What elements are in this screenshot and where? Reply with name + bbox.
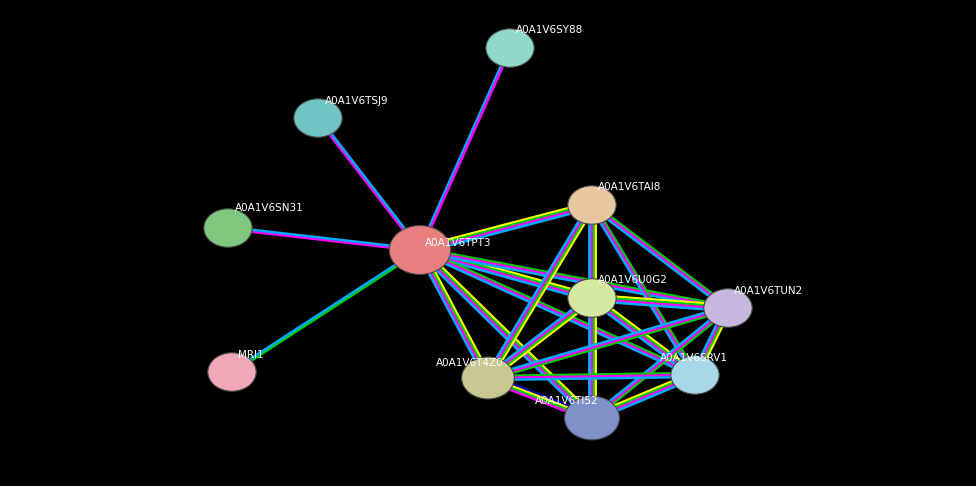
Text: A0A1V6TI52: A0A1V6TI52 (535, 396, 598, 406)
Text: A0A1V6TAI8: A0A1V6TAI8 (598, 182, 662, 192)
Ellipse shape (704, 289, 752, 327)
Ellipse shape (462, 357, 514, 399)
Text: A0A1V6TUN2: A0A1V6TUN2 (734, 286, 803, 296)
Ellipse shape (568, 186, 616, 224)
Text: MRI1: MRI1 (238, 350, 264, 360)
Ellipse shape (204, 209, 252, 247)
Text: A0A1V6SY88: A0A1V6SY88 (516, 25, 584, 35)
Text: A0A1V6SRV1: A0A1V6SRV1 (660, 353, 728, 363)
Ellipse shape (208, 353, 256, 391)
Ellipse shape (564, 396, 620, 440)
Text: A0A1V6TSJ9: A0A1V6TSJ9 (325, 96, 388, 106)
Text: A0A1V6T4Z0: A0A1V6T4Z0 (436, 358, 504, 368)
Ellipse shape (486, 29, 534, 67)
Ellipse shape (294, 99, 343, 137)
Text: A0A1V6SN31: A0A1V6SN31 (235, 203, 304, 213)
Ellipse shape (389, 226, 451, 275)
Text: A0A1V6TPT3: A0A1V6TPT3 (425, 238, 492, 248)
Text: A0A1V6U0G2: A0A1V6U0G2 (598, 275, 668, 285)
Ellipse shape (671, 356, 719, 394)
Ellipse shape (568, 279, 616, 317)
